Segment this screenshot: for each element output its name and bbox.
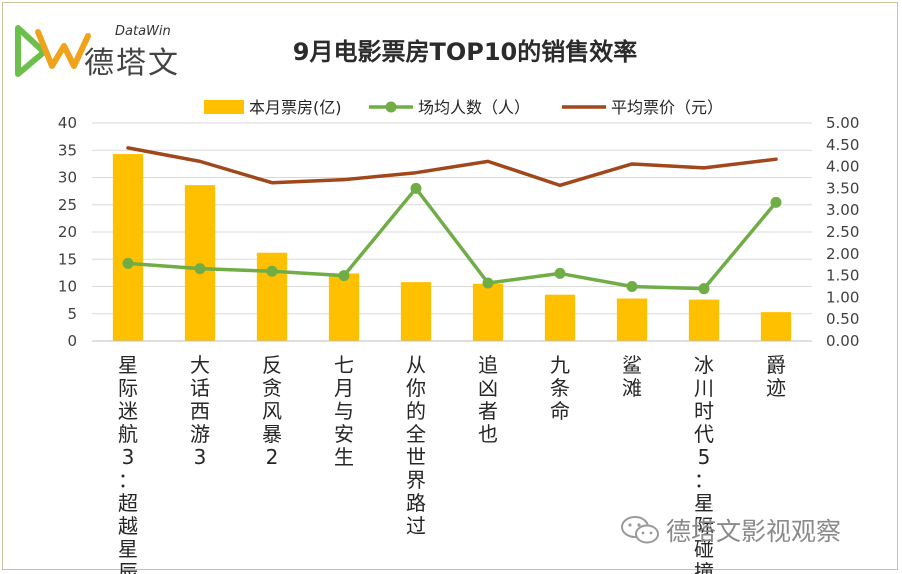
bar — [616, 298, 648, 341]
x-tick-label: 反贪风暴 2 — [262, 353, 282, 469]
avg-people-line — [126, 186, 778, 291]
bar — [184, 185, 216, 341]
y-left-tick-label: 40 — [58, 114, 77, 132]
x-tick-label: 大话西游 3 — [190, 353, 210, 469]
x-tick-label: 星际迷航 3 ：超越星辰 — [118, 353, 138, 574]
watermark: 德塔文影视观察 — [620, 512, 841, 548]
logo-brand-text: DataWin — [115, 24, 171, 39]
legend-label: 平均票价（元） — [611, 98, 723, 117]
y-right-tick-label: 0.50 — [826, 310, 859, 328]
chart-title: 9月电影票房TOP10的销售效率 — [292, 38, 638, 66]
logo-mark-icon — [15, 25, 91, 77]
datawin-logo — [14, 22, 189, 78]
y-right-tick-label: 1.50 — [826, 267, 859, 285]
y-right-tick-label: 0.00 — [826, 332, 859, 350]
legend-marker-avg-people — [385, 101, 397, 113]
x-tick-label: 鲨滩 — [622, 353, 642, 400]
y-right-tick-label: 1.00 — [826, 288, 859, 306]
avg-people-point — [338, 270, 350, 282]
bar — [544, 294, 576, 341]
bar — [400, 282, 432, 341]
x-tick-label: 从你的全世界路过 — [406, 353, 426, 538]
avg-people-point — [194, 263, 206, 275]
bar — [760, 312, 792, 341]
y-left-tick-label: 35 — [58, 141, 77, 159]
y-left-tick-label: 5 — [67, 305, 77, 323]
avg-people-point — [410, 182, 422, 194]
wechat-icon — [621, 516, 659, 544]
y-right-tick-label: 2.50 — [826, 223, 859, 241]
y-left-tick-label: 20 — [58, 223, 77, 241]
bar — [472, 283, 504, 341]
avg-price-line — [126, 146, 778, 188]
x-tick-label: 七月与安生 — [334, 353, 354, 469]
x-tick-label: 爵迹 — [766, 353, 786, 400]
watermark-text: 德塔文影视观察 — [666, 517, 842, 546]
x-tick-label: 追凶者也 — [478, 353, 498, 446]
y-left-tick-label: 15 — [58, 250, 77, 268]
y-left-tick-label: 30 — [58, 169, 77, 187]
y-right-tick-label: 4.50 — [826, 136, 859, 154]
legend-label: 场均人数（人） — [418, 98, 530, 117]
x-tick-label: 九条命 — [550, 353, 570, 423]
bar — [112, 154, 144, 341]
bar — [328, 273, 360, 341]
x-tick-label: 冰川时代 5 ：星际碰撞 — [694, 353, 714, 574]
y-left-tick-label: 10 — [58, 278, 77, 296]
avg-people-point — [266, 265, 278, 277]
y-right-tick-label: 3.50 — [826, 179, 859, 197]
bar — [688, 299, 720, 341]
y-left-tick-label: 25 — [58, 196, 77, 214]
y-left-tick-label: 0 — [67, 332, 77, 350]
logo-name-text: 德塔文 — [84, 46, 180, 81]
y-right-tick-label: 3.00 — [826, 201, 859, 219]
avg-people-point — [698, 283, 710, 295]
avg-people-point — [482, 277, 494, 289]
avg-people-point — [626, 281, 638, 292]
legend-swatch-bar — [204, 100, 244, 114]
legend-label: 本月票房(亿) — [249, 98, 342, 117]
y-right-tick-label: 4.00 — [826, 158, 859, 176]
y-right-tick-label: 5.00 — [826, 114, 859, 132]
avg-people-point — [770, 196, 782, 208]
avg-people-point — [554, 267, 566, 279]
avg-people-point — [122, 257, 134, 269]
y-right-tick-label: 2.00 — [826, 245, 859, 263]
